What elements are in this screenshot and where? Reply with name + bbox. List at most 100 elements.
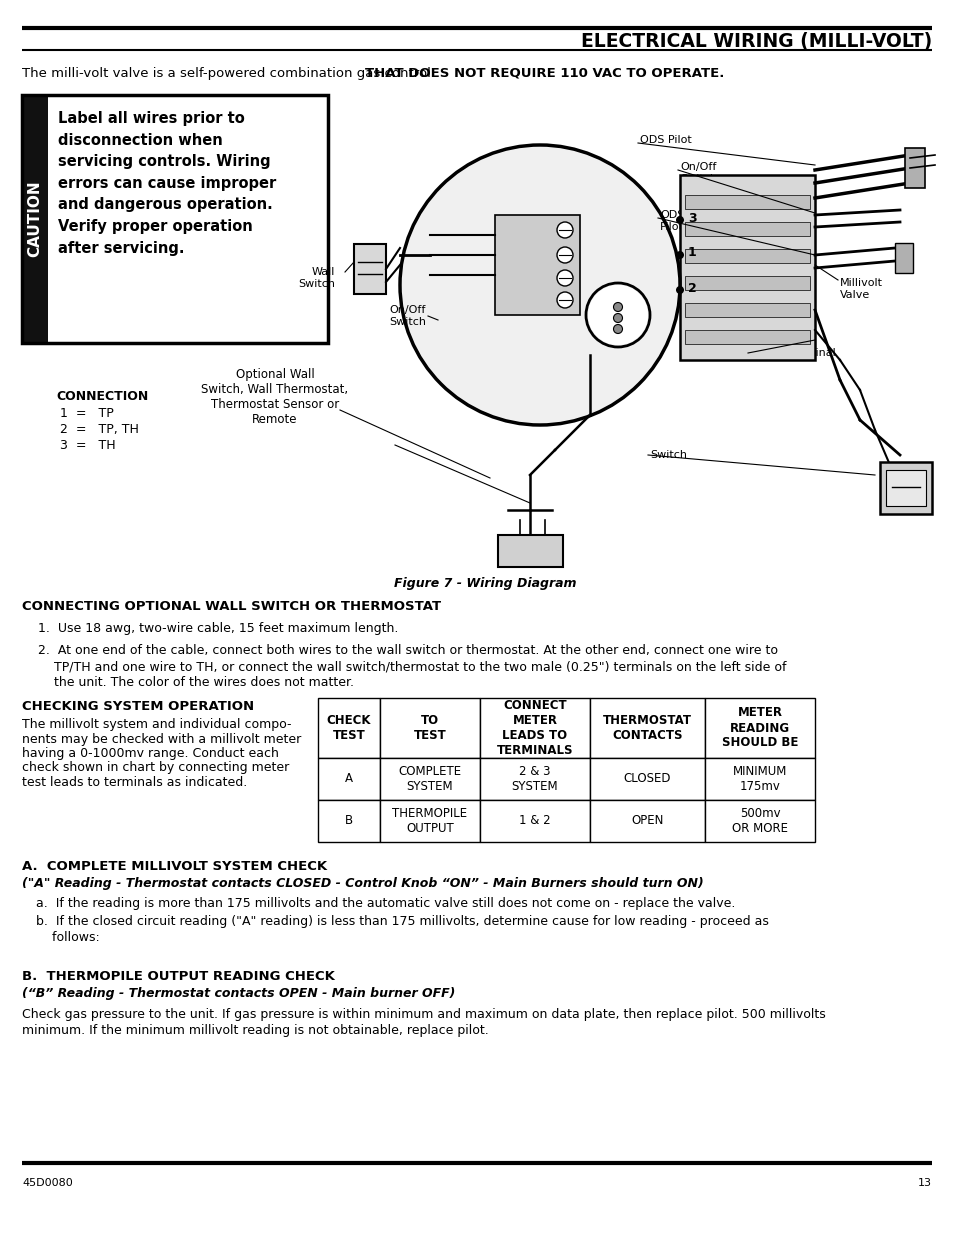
Circle shape — [587, 285, 647, 345]
Bar — [495, 215, 579, 315]
Bar — [317, 698, 379, 758]
Bar — [879, 462, 931, 514]
Text: Label all wires prior to
disconnection when
servicing controls. Wiring
errors ca: Label all wires prior to disconnection w… — [58, 111, 276, 256]
Text: 500mv
OR MORE: 500mv OR MORE — [731, 806, 787, 835]
Circle shape — [613, 325, 622, 333]
Text: CHECKING SYSTEM OPERATION: CHECKING SYSTEM OPERATION — [22, 700, 253, 713]
Bar — [894, 243, 912, 273]
Text: CONNECTING OPTIONAL WALL SWITCH OR THERMOSTAT: CONNECTING OPTIONAL WALL SWITCH OR THERM… — [22, 600, 440, 613]
Circle shape — [613, 314, 622, 322]
Text: minimum. If the minimum millivolt reading is not obtainable, replace pilot.: minimum. If the minimum millivolt readin… — [22, 1024, 488, 1037]
Text: CONNECT
METER
LEADS TO
TERMINALS: CONNECT METER LEADS TO TERMINALS — [497, 699, 573, 757]
Bar — [684, 303, 809, 317]
Circle shape — [557, 270, 573, 287]
Text: Wall
Switch: Wall Switch — [297, 267, 335, 289]
Text: B.  THERMOPILE OUTPUT READING CHECK: B. THERMOPILE OUTPUT READING CHECK — [22, 969, 335, 983]
Bar — [679, 175, 814, 359]
Text: Check gas pressure to the unit. If gas pressure is within minimum and maximum on: Check gas pressure to the unit. If gas p… — [22, 1008, 825, 1021]
Text: The millivolt system and individual compo-: The millivolt system and individual comp… — [22, 718, 292, 731]
Text: check shown in chart by connecting meter: check shown in chart by connecting meter — [22, 762, 289, 774]
Bar — [589, 758, 704, 800]
Text: 3: 3 — [687, 211, 696, 225]
Text: b.  If the closed circuit reading ("A" reading) is less than 175 millivolts, det: b. If the closed circuit reading ("A" re… — [36, 915, 768, 927]
Text: nents may be checked with a millivolt meter: nents may be checked with a millivolt me… — [22, 732, 301, 746]
Text: having a 0-1000mv range. Conduct each: having a 0-1000mv range. Conduct each — [22, 747, 278, 760]
Text: On/Off
Switch: On/Off Switch — [679, 162, 717, 184]
Bar — [379, 800, 479, 842]
Text: TP/TH and one wire to TH, or connect the wall switch/thermostat to the two male : TP/TH and one wire to TH, or connect the… — [38, 659, 785, 673]
Bar — [684, 330, 809, 345]
Text: 45D0080: 45D0080 — [22, 1178, 72, 1188]
Bar — [22, 95, 48, 343]
Circle shape — [557, 291, 573, 308]
Bar — [479, 758, 589, 800]
Text: 3  =   TH: 3 = TH — [60, 438, 115, 452]
Text: follows:: follows: — [36, 931, 100, 944]
Text: 1.  Use 18 awg, two-wire cable, 15 feet maximum length.: 1. Use 18 awg, two-wire cable, 15 feet m… — [38, 622, 398, 635]
Bar — [379, 698, 479, 758]
Text: test leads to terminals as indicated.: test leads to terminals as indicated. — [22, 776, 247, 789]
Text: MINIMUM
175mv: MINIMUM 175mv — [732, 764, 786, 793]
Text: Millivolt
Valve: Millivolt Valve — [840, 278, 882, 300]
Text: Spade Terminal: Spade Terminal — [749, 348, 835, 358]
Bar — [317, 758, 379, 800]
Text: On/Off
Switch: On/Off Switch — [389, 305, 426, 326]
Text: 1: 1 — [687, 247, 696, 259]
Circle shape — [557, 247, 573, 263]
Text: 1 & 2: 1 & 2 — [518, 815, 550, 827]
Bar — [479, 800, 589, 842]
Text: 1  =   TP: 1 = TP — [60, 408, 113, 420]
Text: (“B” Reading - Thermostat contacts OPEN - Main burner OFF): (“B” Reading - Thermostat contacts OPEN … — [22, 987, 455, 1000]
Bar — [479, 698, 589, 758]
Circle shape — [557, 222, 573, 238]
Text: 13: 13 — [917, 1178, 931, 1188]
Circle shape — [676, 287, 683, 294]
Text: CAUTION: CAUTION — [28, 180, 43, 257]
Bar — [589, 698, 704, 758]
Text: 2  =   TP, TH: 2 = TP, TH — [60, 424, 139, 436]
Text: ELECTRICAL WIRING (MILLI-VOLT): ELECTRICAL WIRING (MILLI-VOLT) — [580, 32, 931, 52]
Text: TO
TEST: TO TEST — [414, 714, 446, 742]
Text: ODS
Pilot: ODS Pilot — [659, 210, 683, 232]
Text: a.  If the reading is more than 175 millivolts and the automatic valve still doe: a. If the reading is more than 175 milli… — [36, 897, 735, 910]
Text: COMPLETE
SYSTEM: COMPLETE SYSTEM — [398, 764, 461, 793]
Bar — [684, 222, 809, 236]
Text: ODS Pilot: ODS Pilot — [639, 135, 691, 144]
Text: 2.  At one end of the cable, connect both wires to the wall switch or thermostat: 2. At one end of the cable, connect both… — [38, 643, 778, 657]
Bar — [589, 800, 704, 842]
Text: 2 & 3
SYSTEM: 2 & 3 SYSTEM — [511, 764, 558, 793]
Text: THAT DOES NOT REQUIRE 110 VAC TO OPERATE.: THAT DOES NOT REQUIRE 110 VAC TO OPERATE… — [365, 67, 724, 80]
Bar — [317, 800, 379, 842]
Bar — [22, 95, 328, 343]
Text: the unit. The color of the wires does not matter.: the unit. The color of the wires does no… — [38, 676, 354, 689]
Circle shape — [401, 147, 678, 424]
Text: METER
READING
SHOULD BE: METER READING SHOULD BE — [721, 706, 798, 750]
Bar — [904, 148, 924, 188]
Bar — [379, 758, 479, 800]
Bar — [684, 195, 809, 209]
Text: Optional Wall
Switch, Wall Thermostat,
Thermostat Sensor or
Remote: Optional Wall Switch, Wall Thermostat, T… — [201, 368, 348, 426]
Text: A: A — [345, 773, 353, 785]
Text: THERMOSTAT
CONTACTS: THERMOSTAT CONTACTS — [602, 714, 691, 742]
Bar — [885, 471, 925, 506]
Bar — [704, 800, 814, 842]
Text: Switch: Switch — [649, 450, 686, 459]
Text: ("A" Reading - Thermostat contacts CLOSED - Control Knob “ON” - Main Burners sho: ("A" Reading - Thermostat contacts CLOSE… — [22, 877, 703, 890]
Text: The milli-volt valve is a self-powered combination gas control: The milli-volt valve is a self-powered c… — [22, 67, 435, 80]
Bar — [497, 535, 562, 567]
Text: CONNECTION: CONNECTION — [56, 390, 148, 403]
Circle shape — [676, 216, 683, 224]
Text: THERMOPILE
OUTPUT: THERMOPILE OUTPUT — [392, 806, 467, 835]
Text: CHECK
TEST: CHECK TEST — [327, 714, 371, 742]
Bar — [684, 275, 809, 290]
Text: B: B — [345, 815, 353, 827]
Text: CLOSED: CLOSED — [623, 773, 671, 785]
Text: Figure 7 - Wiring Diagram: Figure 7 - Wiring Diagram — [394, 577, 576, 590]
Text: A.  COMPLETE MILLIVOLT SYSTEM CHECK: A. COMPLETE MILLIVOLT SYSTEM CHECK — [22, 860, 327, 873]
Text: 2: 2 — [687, 282, 696, 294]
Bar — [354, 245, 386, 294]
Text: OPEN: OPEN — [631, 815, 663, 827]
Bar — [704, 698, 814, 758]
Circle shape — [676, 251, 683, 259]
Bar — [684, 249, 809, 263]
